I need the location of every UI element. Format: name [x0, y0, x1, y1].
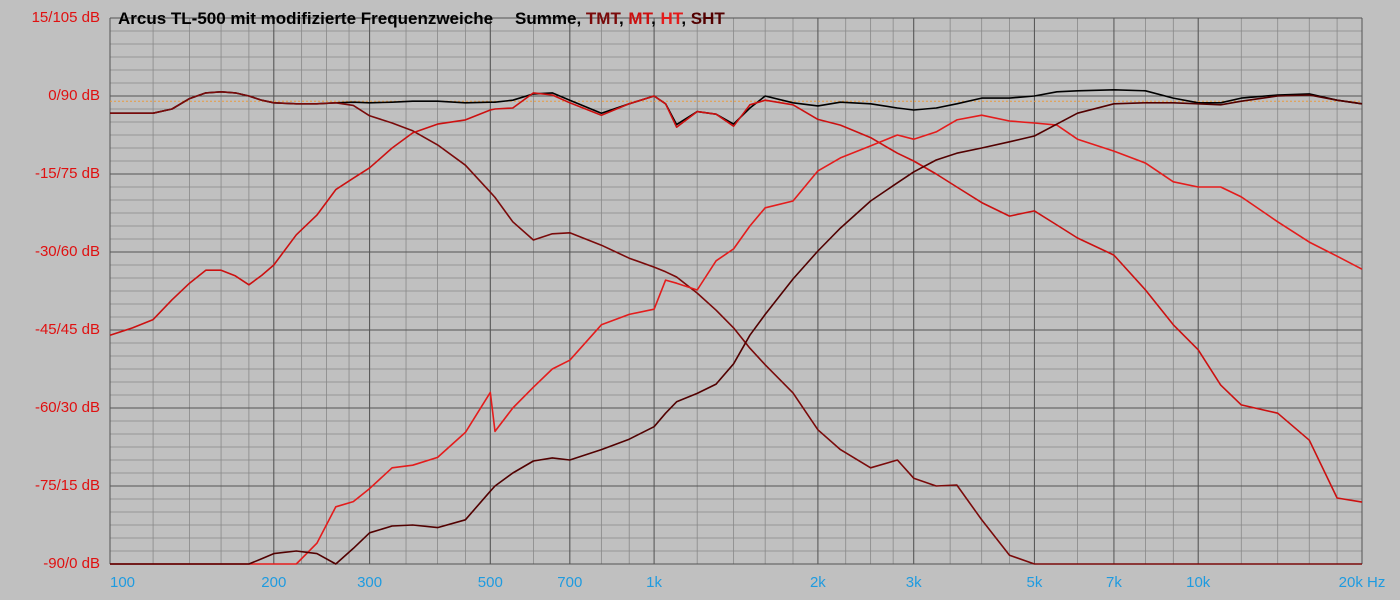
legend-separator: , [681, 9, 690, 28]
legend-entry: MT [628, 9, 653, 28]
x-tick-label: 20k Hz [1339, 574, 1386, 591]
y-tick-label: 15/105 dB [32, 9, 100, 26]
x-tick-label: 500 [478, 574, 503, 591]
legend-entry: Summe [515, 9, 576, 28]
x-tick-label: 200 [261, 574, 286, 591]
y-tick-label: -60/30 dB [35, 399, 100, 416]
x-tick-label: 7k [1106, 574, 1122, 591]
legend-separator: , [619, 9, 628, 28]
series-line [110, 114, 1363, 565]
grid [109, 17, 1363, 565]
series-line [110, 94, 1363, 565]
legend-separator: , [651, 9, 660, 28]
x-tick-label: 100 [110, 574, 135, 591]
y-tick-label: 0/90 dB [48, 87, 100, 104]
x-tick-label: 300 [357, 574, 382, 591]
y-tick-label: -30/60 dB [35, 243, 100, 260]
title-bar: Arcus TL-500 mit modifizierte Frequenzwe… [118, 9, 725, 28]
x-tick-label: 700 [557, 574, 582, 591]
x-tick-label: 3k [906, 574, 922, 591]
curves [109, 89, 1363, 565]
x-tick-label: 10k [1186, 574, 1211, 591]
y-tick-label: -75/15 dB [35, 477, 100, 494]
y-tick-label: -90/0 dB [43, 555, 100, 572]
legend-separator: , [576, 9, 585, 28]
legend-entry: SHT [691, 9, 726, 28]
x-tick-label: 5k [1026, 574, 1042, 591]
y-tick-label: -45/45 dB [35, 321, 100, 338]
x-tick-label: 2k [810, 574, 826, 591]
x-tick-label: 1k [646, 574, 662, 591]
legend-entry: TMT [586, 9, 622, 28]
series-line [110, 91, 1362, 565]
y-tick-label: -15/75 dB [35, 165, 100, 182]
labels: 15/105 dB 0/90 dB -15/75 dB -30/60 dB -45/45… [32, 9, 1386, 591]
legend-entry: HT [661, 9, 684, 28]
series-line [109, 92, 1363, 503]
chart-title: Arcus TL-500 mit modifizierte Frequenzwe… [118, 9, 493, 28]
